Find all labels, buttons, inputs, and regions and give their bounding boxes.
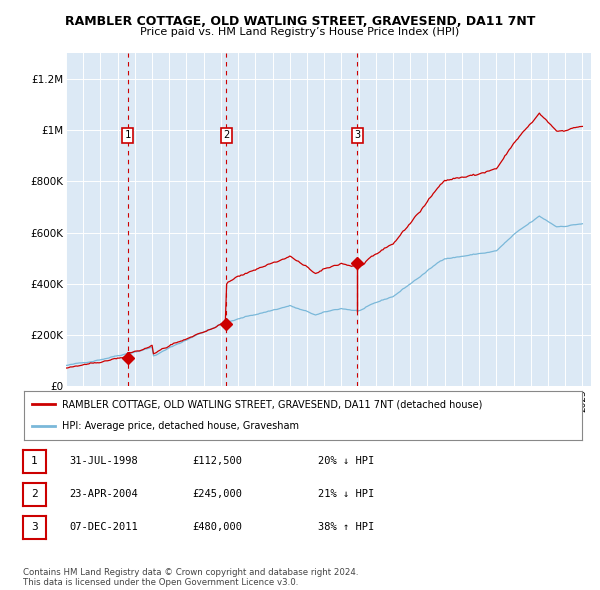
Text: 3: 3: [31, 523, 38, 532]
Text: 21% ↓ HPI: 21% ↓ HPI: [318, 490, 374, 499]
Text: 1: 1: [124, 130, 131, 140]
Text: Contains HM Land Registry data © Crown copyright and database right 2024.
This d: Contains HM Land Registry data © Crown c…: [23, 568, 358, 587]
Text: 1: 1: [31, 457, 38, 466]
Text: 3: 3: [354, 130, 361, 140]
Text: Price paid vs. HM Land Registry’s House Price Index (HPI): Price paid vs. HM Land Registry’s House …: [140, 27, 460, 37]
Text: 31-JUL-1998: 31-JUL-1998: [69, 457, 138, 466]
Text: 07-DEC-2011: 07-DEC-2011: [69, 523, 138, 532]
Text: 23-APR-2004: 23-APR-2004: [69, 490, 138, 499]
Text: 2: 2: [31, 490, 38, 499]
Text: 2: 2: [223, 130, 229, 140]
Text: RAMBLER COTTAGE, OLD WATLING STREET, GRAVESEND, DA11 7NT: RAMBLER COTTAGE, OLD WATLING STREET, GRA…: [65, 15, 535, 28]
Text: HPI: Average price, detached house, Gravesham: HPI: Average price, detached house, Grav…: [62, 421, 299, 431]
Text: £245,000: £245,000: [192, 490, 242, 499]
Text: RAMBLER COTTAGE, OLD WATLING STREET, GRAVESEND, DA11 7NT (detached house): RAMBLER COTTAGE, OLD WATLING STREET, GRA…: [62, 399, 482, 409]
Text: £480,000: £480,000: [192, 523, 242, 532]
Text: £112,500: £112,500: [192, 457, 242, 466]
Text: 20% ↓ HPI: 20% ↓ HPI: [318, 457, 374, 466]
Text: 38% ↑ HPI: 38% ↑ HPI: [318, 523, 374, 532]
